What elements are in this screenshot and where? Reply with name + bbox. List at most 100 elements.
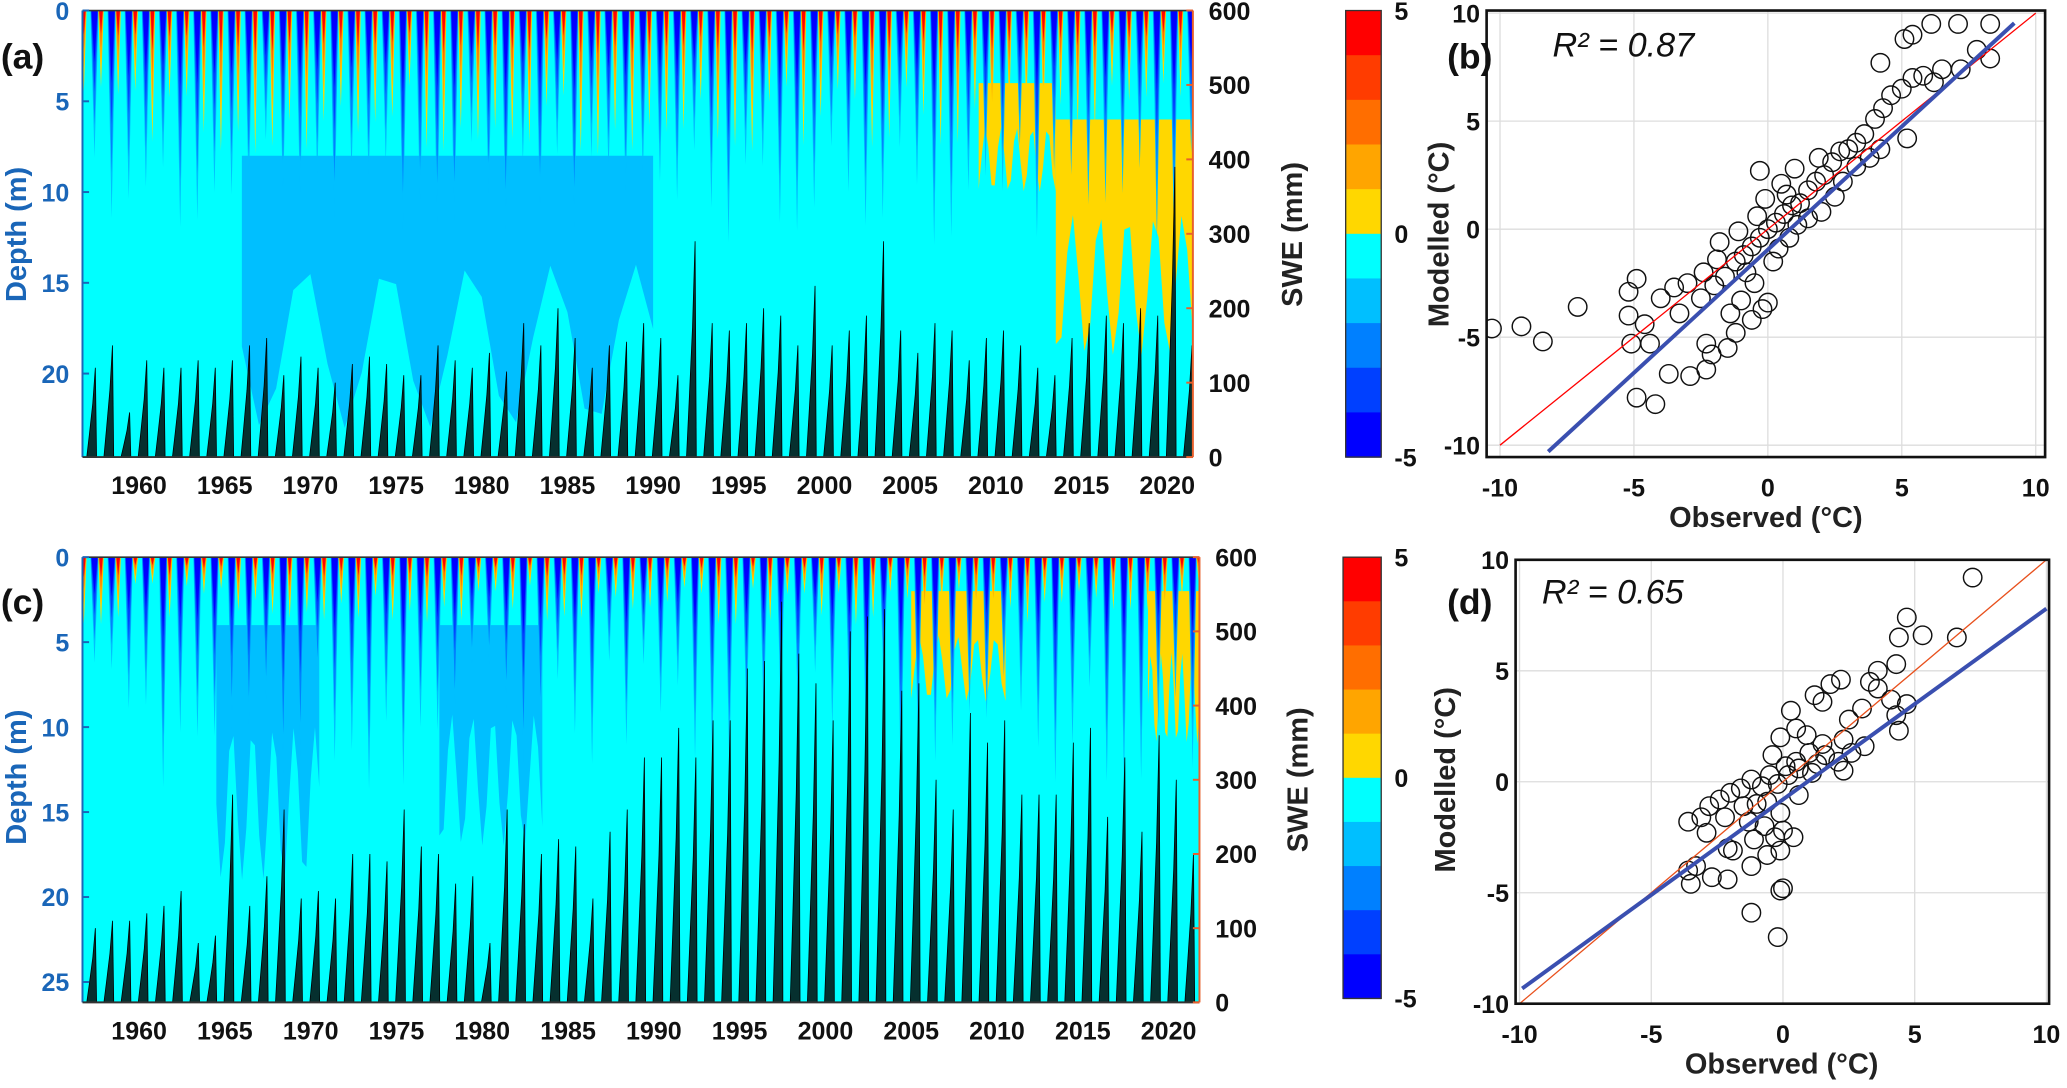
warm-wave-mark — [682, 557, 687, 567]
cold-wave-mark — [382, 10, 389, 65]
cold-wave-mark — [211, 557, 218, 620]
data-point — [1658, 363, 1679, 384]
swe-spike — [514, 323, 526, 458]
depth-tick-label: 0 — [55, 544, 69, 572]
swe-spike — [566, 337, 577, 458]
colorbar-swatch — [1345, 189, 1382, 235]
swe-spike — [343, 364, 354, 458]
warm-wave-mark — [219, 10, 223, 53]
warm-wave-mark — [390, 557, 395, 577]
swe-spike — [1030, 794, 1041, 1003]
warm-wave-mark — [665, 557, 670, 571]
contour-region — [241, 155, 654, 428]
colorbar-swatch — [1345, 144, 1382, 190]
cold-wave-mark — [709, 557, 716, 628]
data-point — [1618, 281, 1639, 302]
swe-tick-label: 200 — [1215, 841, 1257, 869]
cold-wave-mark — [434, 10, 441, 89]
swe-spike — [531, 345, 543, 458]
cold-wave-mark — [1000, 557, 1007, 599]
data-point — [1634, 314, 1655, 335]
warm-wave-mark — [459, 10, 463, 46]
cold-wave-mark — [896, 10, 903, 59]
warm-wave-mark — [647, 10, 652, 46]
warm-wave-mark — [905, 557, 910, 570]
data-point — [1948, 13, 1968, 34]
warm-wave-mark — [321, 10, 326, 44]
warm-wave-mark — [202, 10, 206, 48]
data-point — [1720, 782, 1741, 803]
colorbar-swatch — [1345, 323, 1382, 369]
swe-spike — [395, 809, 406, 1003]
cold-wave-mark — [1170, 10, 1178, 92]
cold-wave-mark — [74, 11, 82, 132]
data-point — [1780, 700, 1801, 721]
data-point — [1690, 288, 1711, 309]
cold-wave-mark — [880, 557, 887, 605]
swe-spike — [377, 364, 389, 458]
data-point — [1814, 165, 1835, 186]
data-point — [1746, 794, 1767, 814]
cold-wave-mark — [828, 10, 835, 59]
swe-spike — [1080, 323, 1091, 458]
cold-wave-mark — [108, 10, 115, 84]
warm-wave-mark — [1128, 557, 1133, 573]
contour-region — [1147, 591, 1200, 744]
swe-spike — [807, 683, 818, 1003]
cold-wave-mark — [932, 557, 939, 629]
data-point — [1804, 685, 1825, 706]
warm-wave-mark — [510, 10, 515, 50]
swe-spike — [703, 323, 714, 458]
swe-spike — [223, 360, 235, 458]
swe-tick-label: 500 — [1209, 72, 1251, 100]
cold-wave-mark — [1033, 10, 1040, 90]
cold-wave-mark — [862, 10, 869, 86]
data-point — [1626, 387, 1647, 408]
data-point — [1717, 338, 1738, 358]
cold-wave-mark — [245, 557, 252, 620]
warm-wave-mark — [373, 10, 377, 45]
x-tick-label: 1990 — [626, 1017, 682, 1045]
data-point — [1786, 751, 1807, 772]
warm-wave-mark — [733, 10, 737, 52]
data-point — [1775, 756, 1796, 777]
cold-wave-mark — [537, 557, 544, 621]
y-tick-label: -10 — [1473, 991, 1509, 1019]
data-point — [1833, 760, 1854, 781]
swe-spike — [857, 315, 869, 458]
colorbar-tick-label: 0 — [1394, 765, 1408, 793]
swe-spike — [944, 809, 955, 1003]
warm-wave-mark — [699, 557, 704, 569]
data-point — [1699, 796, 1720, 817]
swe-spike — [994, 330, 1006, 458]
data-point — [1852, 698, 1872, 719]
colorbar-swatch — [1343, 601, 1382, 647]
colorbar-swatch — [1345, 278, 1382, 324]
swe-spike — [789, 653, 801, 1003]
data-point — [1741, 902, 1762, 923]
warm-wave-mark — [236, 10, 240, 47]
cold-wave-mark — [108, 557, 115, 597]
cold-wave-mark — [674, 10, 681, 77]
data-point — [1962, 567, 1983, 588]
cold-wave-mark — [486, 557, 493, 597]
cold-wave-mark — [913, 10, 921, 72]
data-point — [1678, 811, 1699, 832]
swe-spike — [1165, 166, 1177, 458]
warm-wave-mark — [1077, 557, 1081, 568]
colorbar-tick-label: -5 — [1394, 444, 1416, 472]
cold-wave-mark — [743, 557, 750, 615]
x-tick-label: 10 — [2033, 1021, 2061, 1049]
swe-spike — [824, 720, 835, 1003]
warm-wave-mark — [1145, 557, 1150, 574]
plot-frame — [1485, 9, 2047, 459]
x-axis-title-d: Observed (°C) — [1685, 1049, 1879, 1081]
cold-wave-mark — [948, 10, 955, 90]
cold-wave-mark — [194, 557, 201, 620]
swe-spike — [720, 330, 731, 458]
warm-wave-mark — [1178, 10, 1183, 37]
warm-wave-mark — [596, 10, 600, 54]
warm-wave-mark — [819, 557, 824, 575]
cold-wave-mark — [1119, 10, 1126, 75]
swe-spike — [823, 345, 834, 458]
